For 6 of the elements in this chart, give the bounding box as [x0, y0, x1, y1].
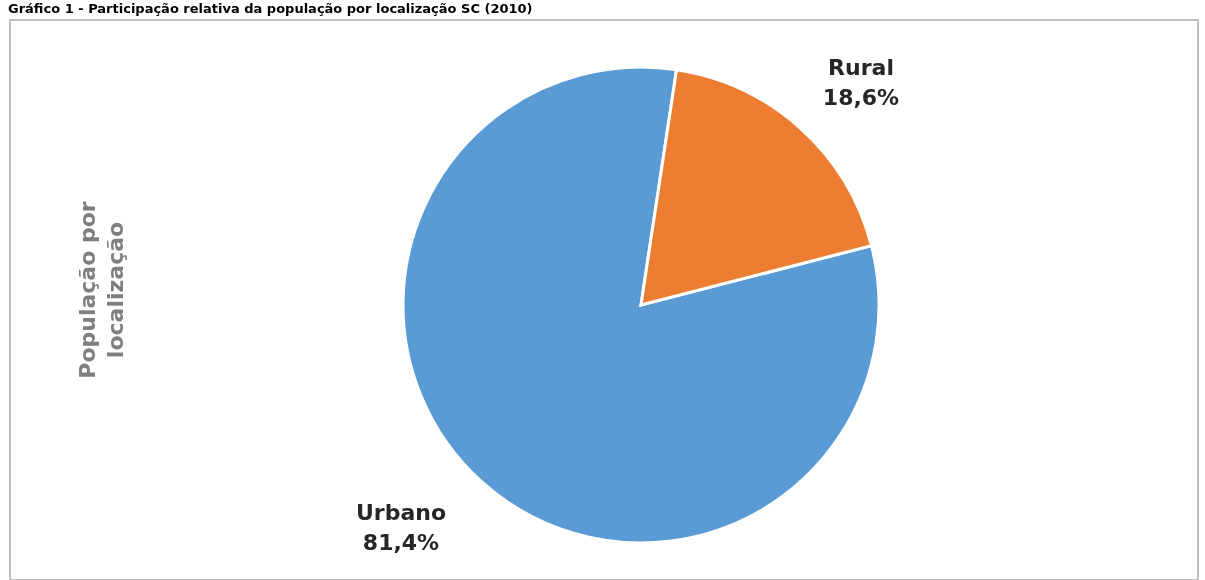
chart-title: Gráfico 1 - Participação relativa da população por localização SC (2010) — [8, 1, 533, 16]
text: População por localização — [75, 201, 128, 379]
slice-label: Rural — [828, 55, 894, 80]
data-label: 81,4% — [362, 530, 440, 555]
data-label: 18,6% — [822, 85, 900, 110]
slice-label: Urbano — [355, 500, 447, 525]
